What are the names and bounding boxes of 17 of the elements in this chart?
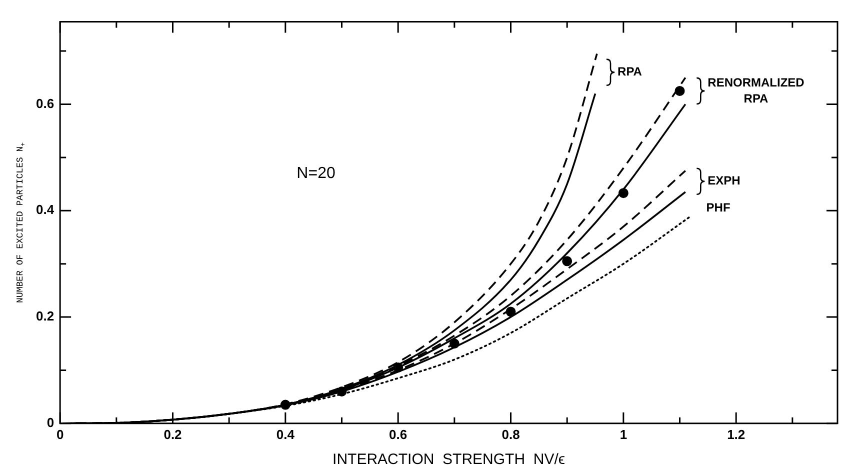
y-tick-label: 0.6 <box>36 96 54 111</box>
y-tick-label: 0.2 <box>36 308 54 324</box>
annotation: N=20 <box>296 164 336 182</box>
y-tick-label: 0 <box>46 414 54 430</box>
x-axis-title: INTERACTION STRENGTH NV/ϵ <box>332 451 566 468</box>
x-tick-label: 0.6 <box>389 426 408 442</box>
x-tick-label: 1.2 <box>727 426 746 442</box>
annotation: RPA <box>618 64 642 79</box>
x-tick-label: 0.2 <box>164 426 182 442</box>
x-tick-label: 0.4 <box>276 426 296 442</box>
y-tick-label: 0.4 <box>36 202 55 218</box>
annotation: EXPH <box>708 174 740 188</box>
x-tick-label: 0 <box>56 426 64 442</box>
x-tick-label: 1 <box>620 426 628 442</box>
annotation: RENORMALIZED RPA <box>708 75 805 106</box>
annotation: PHF <box>706 200 730 214</box>
x-tick-label: 0.8 <box>502 426 520 442</box>
